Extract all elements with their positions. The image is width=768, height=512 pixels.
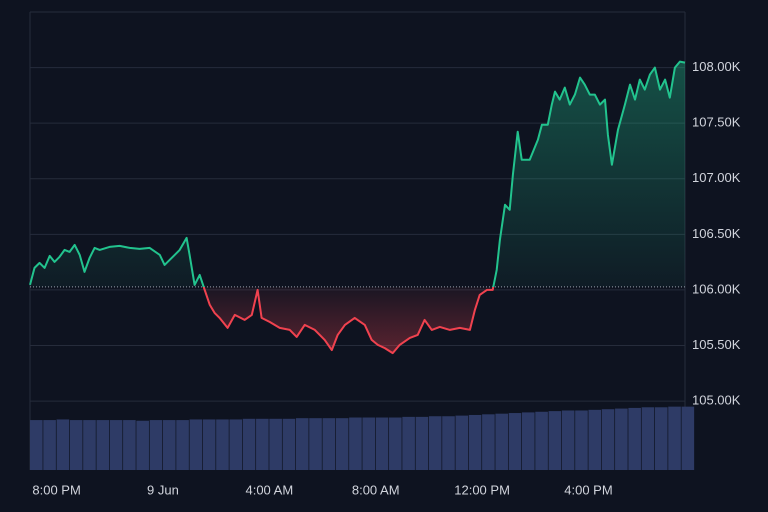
volume-bar <box>668 406 681 470</box>
volume-bar <box>508 413 522 470</box>
volume-bar <box>349 417 362 470</box>
x-tick-label: 12:00 PM <box>454 482 510 497</box>
volume-bar <box>615 408 628 470</box>
y-tick-label: 106.00K <box>692 281 741 296</box>
volume-bar <box>588 409 602 470</box>
volume-bar <box>335 418 349 470</box>
volume-bar <box>389 417 402 470</box>
volume-bar <box>30 420 43 470</box>
x-tick-label: 9 Jun <box>147 482 179 497</box>
volume-bar <box>109 420 123 470</box>
volume-bar <box>83 420 96 470</box>
volume-bar <box>216 419 229 470</box>
volume-bar <box>242 418 256 470</box>
x-tick-label: 4:00 PM <box>564 482 612 497</box>
y-tick-label: 107.00K <box>692 170 741 185</box>
volume-bar <box>455 415 469 470</box>
volume-bar <box>269 418 282 470</box>
y-tick-label: 105.00K <box>692 393 741 408</box>
y-tick-label: 107.50K <box>692 115 741 130</box>
volume-bar <box>136 420 149 470</box>
x-tick-label: 8:00 PM <box>32 482 80 497</box>
volume-bar <box>162 420 176 470</box>
volume-bar <box>442 416 455 470</box>
volume-bar <box>69 420 83 470</box>
volume-bar <box>575 410 588 470</box>
volume-bar <box>601 409 615 470</box>
volume-bar <box>202 419 216 470</box>
volume-bar <box>43 420 56 470</box>
y-tick-label: 106.50K <box>692 226 741 241</box>
volume-bar <box>548 411 562 470</box>
volume-bar <box>561 410 575 470</box>
volume-bar <box>654 407 668 470</box>
volume-bar <box>628 407 641 470</box>
volume-bar <box>189 419 203 470</box>
volume-bar <box>256 418 269 470</box>
price-line <box>29 60 686 355</box>
x-tick-label: 4:00 AM <box>245 482 293 497</box>
volume-bar <box>56 419 70 470</box>
y-tick-label: 108.00K <box>692 59 741 74</box>
volume-bar <box>375 417 389 470</box>
volume-bar <box>309 418 322 470</box>
volume-bar <box>428 416 442 470</box>
volume-bar <box>322 418 336 470</box>
volume-bar <box>149 420 163 470</box>
volume-bar <box>681 406 695 470</box>
volume-bar <box>482 414 495 470</box>
volume-bar <box>123 420 136 470</box>
volume-bar <box>535 411 548 470</box>
volume-bar <box>96 420 110 470</box>
volume-bar <box>362 417 376 470</box>
volume-bar <box>415 416 429 470</box>
x-tick-label: 8:00 AM <box>352 482 400 497</box>
volume-bar <box>295 418 309 470</box>
volume-bar <box>229 419 243 470</box>
volume-bar <box>282 418 296 470</box>
y-tick-label: 105.50K <box>692 337 741 352</box>
volume-bar <box>176 420 189 470</box>
volume-bar <box>495 413 508 470</box>
volume-bar <box>468 414 482 470</box>
volume-bar <box>641 407 655 470</box>
volume-bar <box>521 412 535 470</box>
volume-bar <box>402 416 415 470</box>
